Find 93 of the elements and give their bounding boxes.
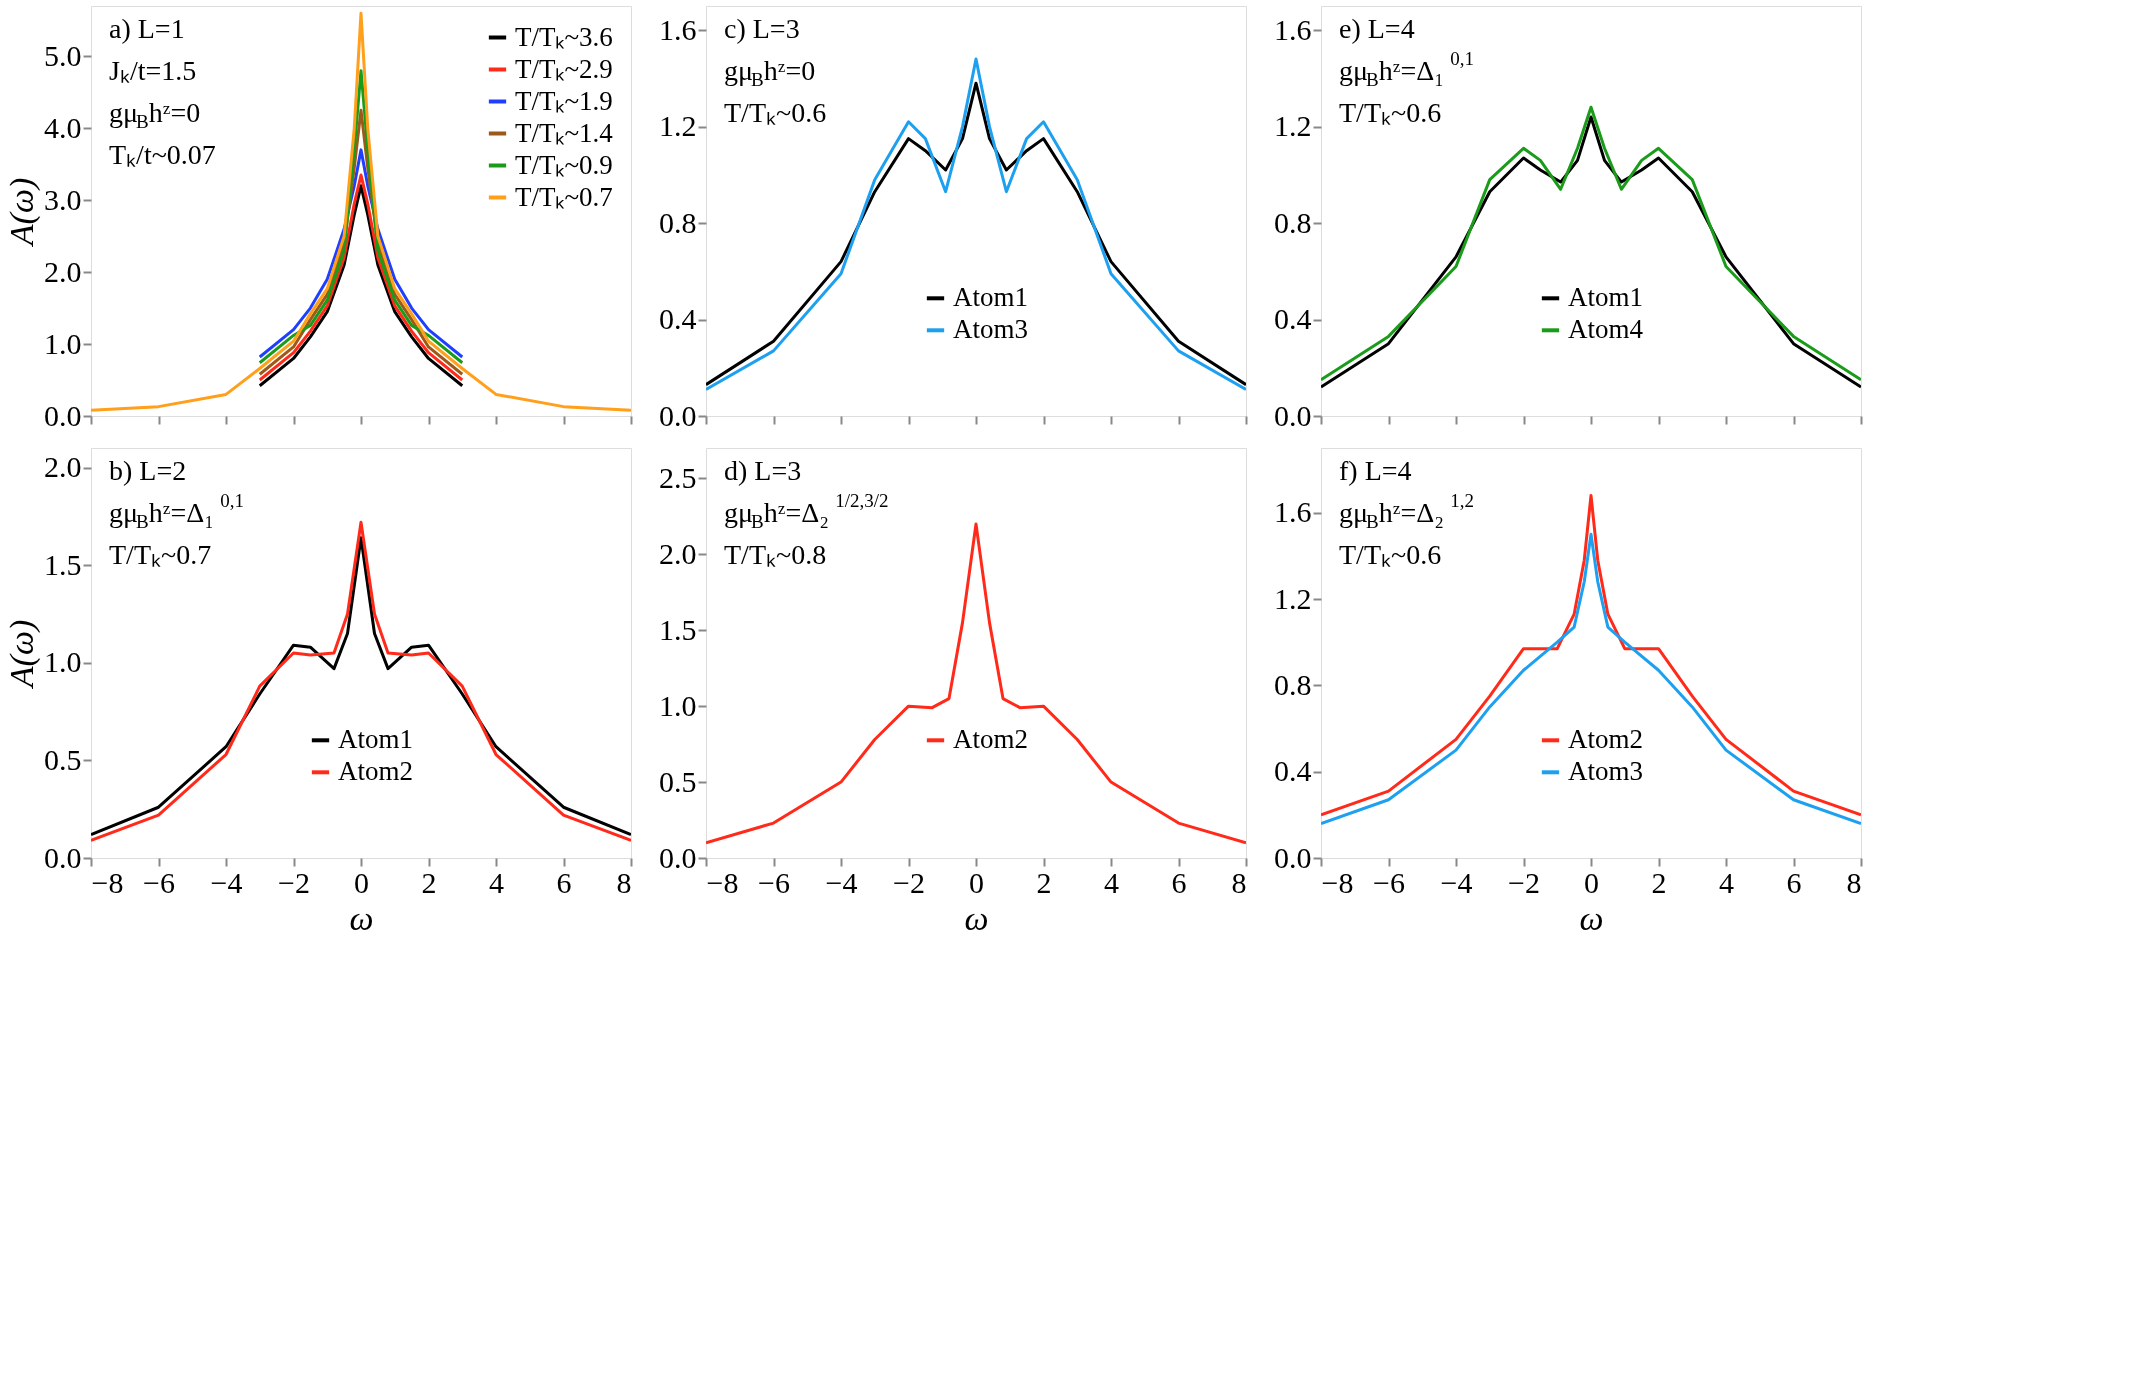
legend-label: T/Tₖ~0.7 [515,181,613,212]
x-tick-label: 2 [421,865,437,899]
y-tick-label: 3.0 [44,182,82,216]
line-series [91,11,631,412]
x-axis-title: ω [1579,899,1604,937]
y-axis-title: A(ω) [3,619,41,690]
x-tick-label: −8 [1321,865,1354,899]
annotation: e) L=4 [1339,13,1415,44]
y-tick-label: 1.6 [659,12,697,46]
annotation: T/Tₖ~0.6 [1339,539,1442,570]
y-tick-label: 2.0 [44,254,82,288]
x-tick-label: 6 [1786,865,1802,899]
y-tick-label: 0.0 [44,840,82,874]
x-tick-label: 4 [1719,865,1734,899]
legend-label: Atom2 [953,724,1029,755]
x-axis-title: ω [964,899,989,937]
y-tick-label: 1.2 [659,109,697,143]
y-tick-label: 1.5 [44,547,82,581]
y-tick-label: 2.0 [659,536,697,570]
y-tick-label: 0.0 [1274,840,1312,874]
x-tick-label: 4 [489,865,504,899]
x-tick-label: 8 [616,865,632,899]
y-tick-label: 1.5 [659,612,697,646]
legend-label: Atom4 [1568,314,1644,345]
x-tick-label: 8 [1846,865,1862,899]
legend-label: Atom1 [953,282,1029,313]
annotation: Jₖ/t=1.5 [109,55,197,86]
annotation: T/Tₖ~0.7 [109,539,212,570]
x-tick-label: 0 [969,865,984,899]
annotation: b) L=2 [109,455,187,486]
x-tick-label: −8 [706,865,739,899]
y-tick-label: 0.0 [659,398,697,432]
x-tick-label: −6 [758,865,790,899]
y-tick-label: 1.6 [1274,495,1312,529]
annotation: Tₖ/t~0.07 [109,139,216,170]
annotation: T/Tₖ~0.6 [724,97,827,128]
x-tick-label: 2 [1036,865,1052,899]
y-tick-label: 1.2 [1274,109,1312,143]
x-tick-label: −4 [1440,865,1473,899]
x-tick-label: −8 [91,865,124,899]
y-tick-label: 0.8 [1274,667,1312,701]
y-tick-label: 1.6 [1274,12,1312,46]
y-tick-label: 1.0 [659,688,697,722]
x-tick-label: 8 [1231,865,1247,899]
x-tick-label: −4 [825,865,858,899]
y-tick-label: 0.8 [1274,205,1312,239]
legend-label: T/Tₖ~0.9 [515,149,613,180]
annotation: d) L=3 [724,455,802,486]
y-tick-label: 0.4 [1274,754,1312,788]
x-tick-label: 6 [556,865,572,899]
y-tick-label: 0.4 [659,302,697,336]
x-tick-label: −6 [143,865,175,899]
y-tick-label: 1.2 [1274,581,1312,615]
y-axis-title: A(ω) [3,177,41,248]
y-tick-label: 0.0 [1274,398,1312,432]
x-tick-label: −2 [893,865,925,899]
y-tick-label: 0.5 [659,764,697,798]
y-tick-label: 0.8 [659,205,697,239]
legend-label: T/Tₖ~1.4 [515,117,614,148]
x-tick-label: −2 [278,865,310,899]
annotation: a) L=1 [109,13,185,44]
y-tick-label: 0.4 [1274,302,1312,336]
y-tick-label: 0.5 [44,742,82,776]
legend-label: Atom2 [1568,724,1644,755]
x-tick-label: 4 [1104,865,1119,899]
x-tick-label: 0 [1584,865,1599,899]
x-tick-label: −6 [1373,865,1405,899]
annotation: T/Tₖ~0.6 [1339,97,1442,128]
y-tick-label: 4.0 [44,110,82,144]
x-tick-label: 6 [1171,865,1187,899]
legend-label: T/Tₖ~3.6 [515,21,613,52]
annotation: f) L=4 [1339,455,1412,486]
legend-label: Atom3 [953,314,1029,345]
x-tick-label: 2 [1651,865,1667,899]
y-tick-label: 1.0 [44,645,82,679]
legend-label: T/Tₖ~1.9 [515,85,613,116]
y-tick-label: 1.0 [44,326,82,360]
legend-label: Atom1 [338,724,414,755]
x-tick-label: 0 [354,865,369,899]
legend-label: Atom2 [338,756,414,787]
y-tick-label: 5.0 [44,38,82,72]
y-tick-label: 0.0 [44,398,82,432]
x-tick-label: −2 [1508,865,1540,899]
legend-label: Atom3 [1568,756,1644,787]
y-tick-label: 2.0 [44,450,82,484]
y-tick-label: 2.5 [659,460,697,494]
legend-label: T/Tₖ~2.9 [515,53,613,84]
annotation: c) L=3 [724,13,800,44]
annotation: T/Tₖ~0.8 [724,539,827,570]
y-tick-label: 0.0 [659,840,697,874]
x-tick-label: −4 [210,865,243,899]
x-axis-title: ω [349,899,374,937]
legend-label: Atom1 [1568,282,1644,313]
